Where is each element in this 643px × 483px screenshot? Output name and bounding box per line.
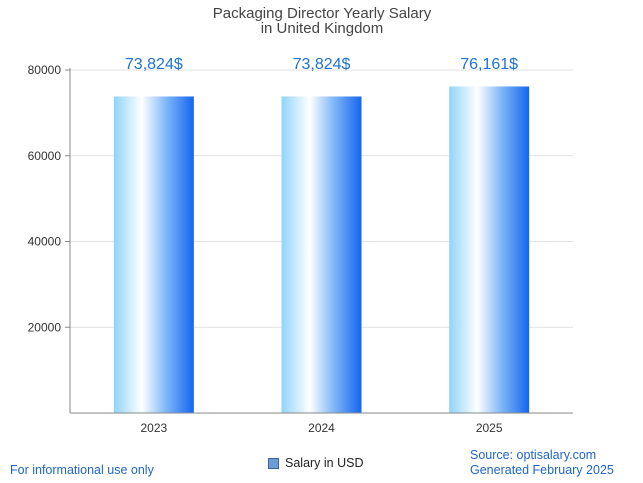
legend: Salary in USD [268,452,364,474]
data-label-2023: 73,824$ [125,56,183,73]
bars [113,86,530,413]
legend-swatch [268,457,279,469]
data-label-2025: 76,161$ [460,56,518,73]
x-tick-label: 2025 [476,421,503,435]
bar-2025 [449,86,530,413]
disclaimer-text: For informational use only [10,463,154,477]
y-tick-label: 80000 [28,63,62,77]
axes: 20000 40000 60000 80000 2023 2024 2025 [28,63,573,435]
x-tick-label: 2024 [308,421,335,435]
x-tick-label: 2023 [140,421,167,435]
bar-2024 [281,96,362,413]
y-tick-label: 40000 [28,235,62,249]
chart-title-line-2: in United Kingdom [261,20,384,37]
chart-title-line-1: Packaging Director Yearly Salary [213,5,432,22]
data-label-2024: 73,824$ [293,56,351,73]
source-link[interactable]: Source: optisalary.com [470,448,597,462]
y-tick-label: 60000 [28,149,62,163]
legend-label: Salary in USD [285,456,364,470]
y-tick-label: 20000 [28,320,62,334]
bar-2023 [113,96,194,413]
generated-date: Generated February 2025 [470,463,614,477]
data-labels: 73,824$ 73,824$ 76,161$ [125,56,518,73]
